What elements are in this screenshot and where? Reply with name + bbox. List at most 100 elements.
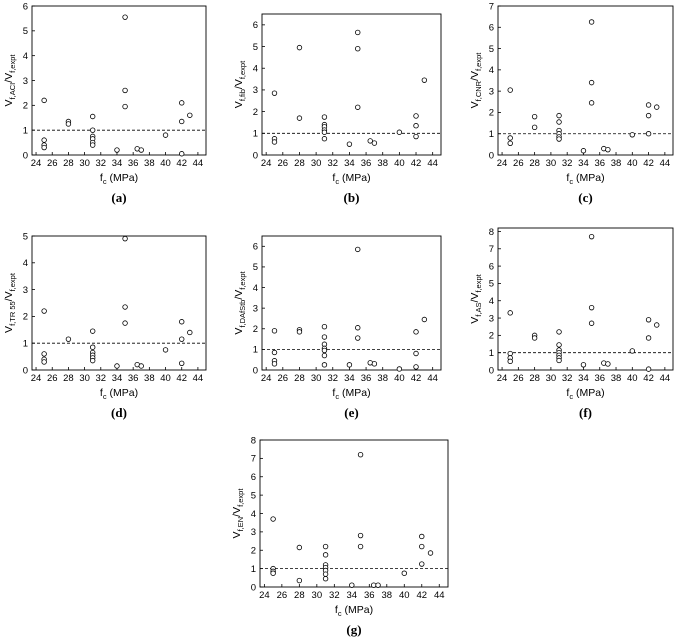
data-point [357, 543, 364, 550]
x-tick-label: 40 [399, 590, 410, 601]
data-point [41, 97, 47, 104]
x-tick-label: 38 [382, 590, 393, 601]
data-point [371, 361, 378, 367]
data-point [531, 124, 538, 131]
x-axis-label: fc (MPa) [566, 387, 604, 401]
x-label-main: f [566, 172, 569, 184]
data-point [187, 329, 193, 336]
y-label-mid: /V [469, 71, 481, 81]
x-tick-label: 36 [594, 373, 605, 384]
data-point [179, 336, 185, 342]
data-point [322, 552, 329, 558]
x-tick-label: 28 [529, 158, 540, 169]
y-tick-label: 5 [23, 231, 28, 242]
data-point [321, 334, 328, 340]
data-point [556, 342, 562, 348]
data-point [122, 87, 128, 94]
x-tick-label: 24 [31, 373, 42, 384]
data-point [357, 452, 364, 458]
x-label-sub: c [569, 177, 573, 186]
y-label-main: V [233, 101, 245, 108]
data-point [41, 351, 47, 357]
data-point [507, 358, 513, 365]
x-label-main: f [100, 387, 103, 399]
data-point [396, 366, 403, 372]
data-point [413, 329, 419, 335]
data-point [322, 543, 329, 550]
data-point [421, 77, 428, 83]
panel-label: (g) [346, 622, 361, 637]
data-point [645, 131, 652, 137]
y-tick-label: 4 [489, 296, 494, 307]
data-point [654, 104, 660, 110]
x-tick-label: 32 [562, 158, 573, 169]
x-tick-label: 44 [660, 158, 671, 169]
x-tick-label: 32 [562, 373, 573, 384]
data-point [296, 115, 303, 121]
data-point [588, 320, 595, 326]
x-axis-label: fc (MPa) [100, 387, 138, 401]
y-axis-label: Vf,TR 55/Vf,expt [3, 272, 17, 333]
data-point [271, 90, 278, 96]
x-tick-label: 38 [144, 373, 155, 384]
x-tick-label: 24 [259, 590, 270, 601]
y-label-sub2: f,expt [474, 52, 483, 71]
x-tick-label: 36 [128, 373, 139, 384]
x-tick-label: 26 [47, 158, 58, 169]
x-tick-label: 38 [377, 373, 388, 384]
data-point [556, 136, 562, 142]
data-point [162, 132, 169, 138]
data-point [321, 129, 328, 135]
y-tick-label: 6 [253, 242, 258, 253]
y-axis-label: Vf,AS/Vf,expt [469, 273, 483, 323]
data-point [588, 79, 595, 86]
y-axis-label: Vf,ACI/Vf,expt [3, 54, 17, 107]
y-tick-label: 3 [489, 313, 494, 324]
panel-label: (b) [344, 190, 360, 205]
x-tick-label: 40 [627, 373, 638, 384]
x-tick-label: 28 [529, 373, 540, 384]
data-point [357, 532, 364, 539]
data-point [89, 142, 96, 148]
x-tick-label: 42 [411, 158, 422, 169]
data-point [375, 582, 381, 588]
y-tick-label: 4 [489, 65, 494, 76]
x-tick-label: 26 [277, 590, 288, 601]
x-label-main: f [566, 387, 569, 399]
y-tick-label: 3 [489, 86, 494, 97]
y-tick-label: 4 [251, 509, 256, 520]
x-label-unit: (MPa) [339, 387, 371, 399]
y-label-sub2: f,expt [238, 270, 247, 289]
y-label-sub2: f,expt [238, 60, 247, 79]
y-axis-label: Vf,EN/Vf,expt [231, 488, 245, 539]
data-point [349, 582, 355, 588]
x-tick-label: 26 [513, 373, 524, 384]
panel-label: (f) [579, 405, 592, 420]
data-point [346, 362, 353, 368]
x-tick-label: 42 [176, 158, 187, 169]
x-label-sub: c [335, 177, 339, 186]
data-point [122, 235, 128, 242]
y-tick-label: 1 [253, 129, 258, 140]
x-tick-label: 30 [311, 373, 322, 384]
y-tick-label: 3 [253, 85, 258, 96]
data-point [179, 100, 185, 106]
x-axis-label: fc (MPa) [335, 604, 373, 618]
y-tick-label: 0 [251, 582, 256, 593]
data-point [271, 328, 278, 334]
y-tick-label: 2 [489, 108, 494, 119]
data-point [355, 104, 361, 110]
y-label-mid: /V [3, 73, 15, 83]
data-point [427, 550, 434, 556]
y-tick-label: 2 [23, 312, 28, 323]
x-label-main: f [335, 604, 338, 616]
data-point [89, 328, 96, 334]
x-label-unit: (MPa) [107, 387, 139, 399]
x-tick-label: 32 [96, 158, 107, 169]
data-point [588, 19, 595, 25]
y-label-mid: /V [469, 293, 481, 303]
plot-frame [497, 5, 674, 156]
